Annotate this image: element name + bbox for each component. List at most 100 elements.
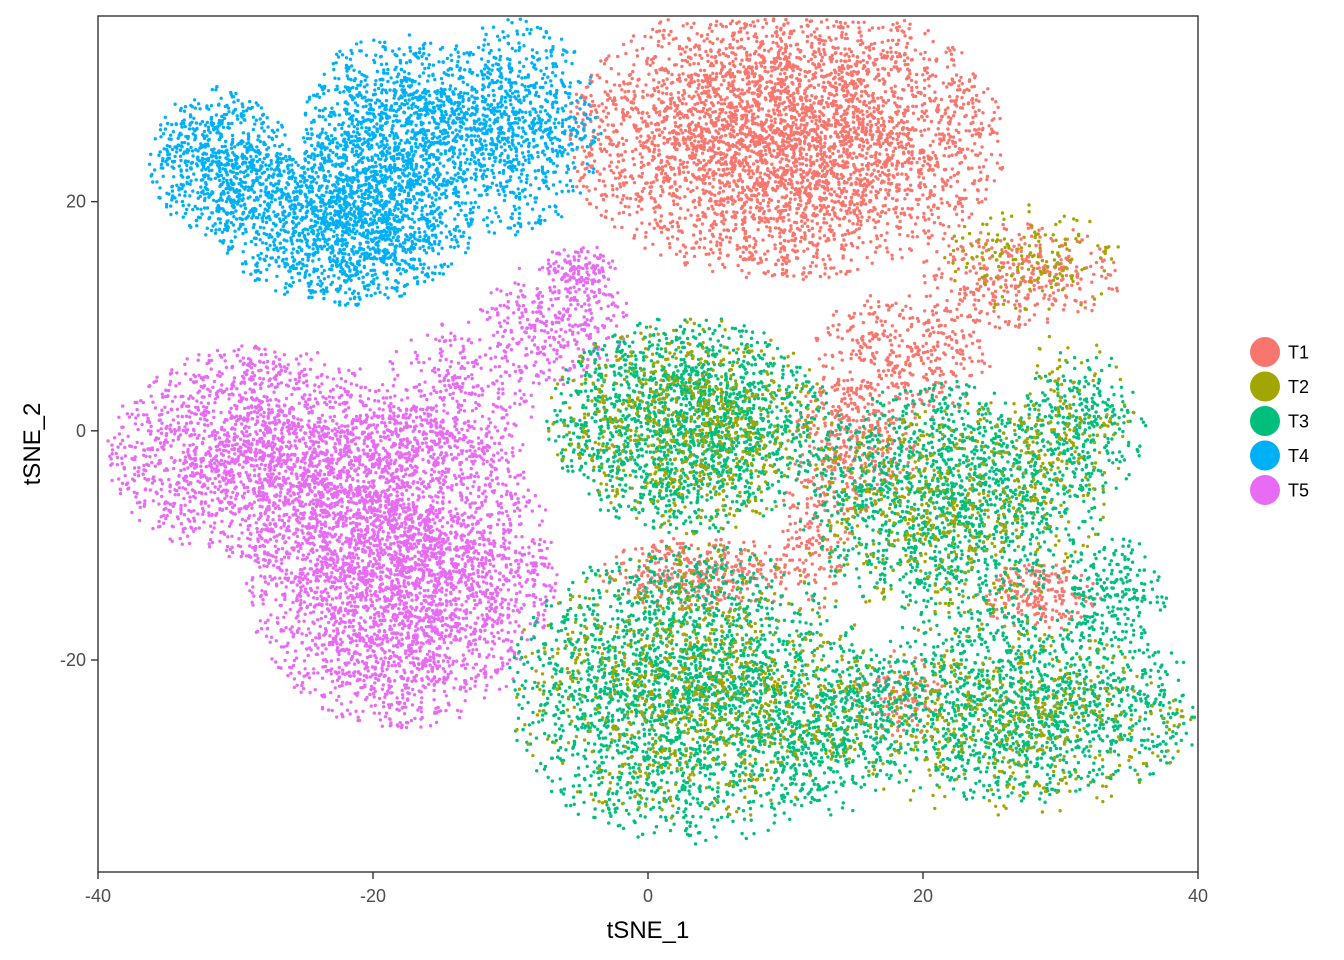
data-point xyxy=(926,356,930,360)
data-point xyxy=(886,71,891,76)
data-point xyxy=(896,28,900,33)
data-point xyxy=(599,213,603,217)
data-point xyxy=(837,105,841,110)
data-point xyxy=(781,267,785,272)
data-point xyxy=(761,211,766,216)
data-point xyxy=(933,369,937,373)
data-point xyxy=(910,409,914,414)
data-point xyxy=(569,110,573,114)
data-point xyxy=(939,323,943,327)
data-point xyxy=(812,254,816,259)
data-point xyxy=(783,178,788,183)
data-point xyxy=(818,52,823,56)
data-point xyxy=(817,114,822,119)
data-point xyxy=(621,194,626,198)
data-point xyxy=(620,136,625,141)
data-point xyxy=(952,318,956,322)
data-point xyxy=(788,74,793,79)
data-point xyxy=(855,155,859,159)
data-point xyxy=(623,150,627,154)
data-point xyxy=(770,162,774,166)
data-point xyxy=(667,192,672,196)
data-point xyxy=(674,36,678,40)
data-point xyxy=(844,451,849,455)
data-point xyxy=(728,236,733,240)
data-point xyxy=(973,307,978,311)
data-point xyxy=(731,202,735,206)
data-point xyxy=(773,243,777,247)
data-point xyxy=(751,112,755,117)
data-point xyxy=(895,132,899,136)
data-point xyxy=(793,244,797,248)
data-point xyxy=(856,70,861,74)
data-point xyxy=(767,233,771,238)
data-point xyxy=(657,128,661,132)
data-point xyxy=(637,111,641,115)
data-point xyxy=(769,47,773,51)
data-point xyxy=(831,366,835,370)
data-point xyxy=(741,77,745,82)
data-point xyxy=(929,119,934,124)
data-point xyxy=(582,149,587,153)
data-point xyxy=(719,22,723,26)
data-point xyxy=(678,185,682,189)
data-point xyxy=(833,383,837,388)
data-point xyxy=(1012,262,1016,267)
data-point xyxy=(795,207,799,211)
data-point xyxy=(854,108,858,112)
data-point xyxy=(902,53,907,57)
data-point xyxy=(680,64,684,69)
data-point xyxy=(849,386,854,390)
data-point xyxy=(898,219,902,224)
data-point xyxy=(652,155,656,159)
data-point xyxy=(973,298,977,302)
data-point xyxy=(765,85,769,89)
data-point xyxy=(809,399,813,404)
data-point xyxy=(741,168,745,172)
data-point xyxy=(834,19,839,24)
data-point xyxy=(616,72,621,76)
data-point xyxy=(899,140,903,144)
data-point xyxy=(843,116,847,121)
data-point xyxy=(906,105,910,109)
data-point xyxy=(874,409,878,413)
data-point xyxy=(799,174,804,179)
data-point xyxy=(625,196,629,200)
data-point xyxy=(931,139,935,143)
data-point xyxy=(702,158,706,162)
data-point xyxy=(821,180,825,184)
data-point xyxy=(933,90,937,94)
data-point xyxy=(862,63,866,68)
data-point xyxy=(701,188,705,192)
data-point xyxy=(705,171,710,175)
data-point xyxy=(764,193,768,197)
data-point xyxy=(851,315,855,319)
data-point xyxy=(970,149,974,153)
data-point xyxy=(737,178,741,183)
data-point xyxy=(660,130,664,134)
data-point xyxy=(715,212,719,217)
data-point xyxy=(742,164,746,169)
data-point xyxy=(810,138,815,143)
data-point xyxy=(706,206,710,211)
data-point xyxy=(915,160,919,165)
data-point xyxy=(958,348,963,352)
data-point xyxy=(984,158,988,162)
data-point xyxy=(764,34,769,38)
data-point xyxy=(682,88,686,93)
data-point xyxy=(934,74,938,78)
data-point xyxy=(708,199,712,203)
data-point xyxy=(845,52,849,56)
data-point xyxy=(867,312,871,316)
data-point xyxy=(784,112,788,117)
data-point xyxy=(960,95,964,100)
data-point xyxy=(886,174,890,178)
data-point xyxy=(751,20,755,24)
data-point xyxy=(687,94,691,98)
data-point xyxy=(732,210,736,214)
data-point xyxy=(783,239,787,243)
data-point xyxy=(742,188,747,192)
data-point xyxy=(861,113,865,117)
data-point xyxy=(901,111,906,116)
data-point xyxy=(864,202,868,206)
